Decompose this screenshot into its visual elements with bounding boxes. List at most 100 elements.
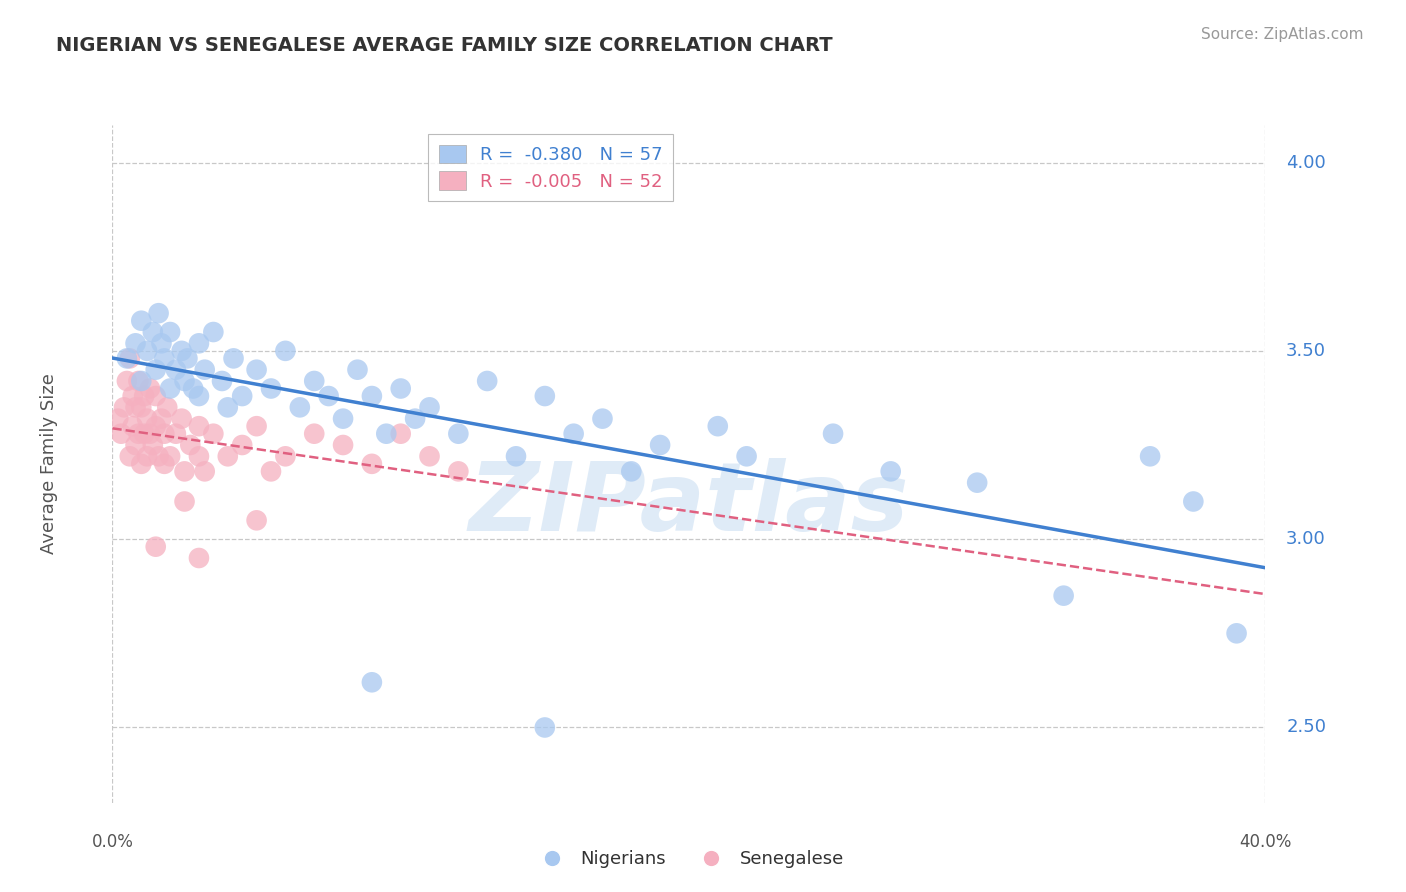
Point	[194, 464, 217, 478]
Point	[592, 411, 614, 425]
Point	[1182, 494, 1205, 508]
Text: 0.0%: 0.0%	[91, 833, 134, 851]
Point	[129, 401, 153, 415]
Point	[124, 336, 146, 351]
Point	[304, 374, 326, 388]
Point	[145, 540, 167, 554]
Point	[188, 450, 211, 464]
Point	[142, 438, 165, 452]
Point	[188, 336, 211, 351]
Text: Source: ZipAtlas.com: Source: ZipAtlas.com	[1201, 27, 1364, 42]
Point	[115, 374, 138, 388]
Text: 4.00: 4.00	[1286, 153, 1326, 171]
Point	[533, 389, 555, 403]
Point	[148, 306, 170, 320]
Point	[179, 438, 201, 452]
Point	[153, 457, 176, 471]
Point	[562, 426, 585, 441]
Point	[136, 411, 159, 425]
Point	[447, 464, 470, 478]
Point	[318, 389, 340, 403]
Point	[173, 464, 195, 478]
Point	[245, 419, 267, 434]
Point	[142, 325, 165, 339]
Point	[139, 426, 162, 441]
Point	[145, 362, 167, 376]
Point	[156, 401, 179, 415]
Point	[706, 419, 728, 434]
Point	[274, 450, 297, 464]
Point	[188, 389, 211, 403]
Point	[134, 389, 156, 403]
Text: 3.00: 3.00	[1286, 530, 1326, 549]
Point	[821, 426, 844, 441]
Point	[1052, 589, 1074, 603]
Point	[260, 382, 283, 396]
Point	[375, 426, 398, 441]
Point	[222, 351, 245, 366]
Text: 3.50: 3.50	[1286, 342, 1326, 359]
Point	[404, 411, 426, 425]
Point	[127, 426, 149, 441]
Legend: Nigerians, Senegalese: Nigerians, Senegalese	[526, 843, 852, 875]
Point	[389, 382, 412, 396]
Point	[136, 343, 159, 358]
Point	[145, 389, 167, 403]
Point	[211, 374, 233, 388]
Point	[505, 450, 527, 464]
Point	[145, 419, 167, 434]
Point	[419, 401, 441, 415]
Point	[735, 450, 758, 464]
Point	[176, 351, 198, 366]
Point	[115, 351, 138, 366]
Point	[360, 389, 382, 403]
Point	[217, 450, 239, 464]
Point	[150, 336, 173, 351]
Point	[129, 314, 153, 328]
Point	[245, 362, 267, 376]
Text: 40.0%: 40.0%	[1239, 833, 1292, 851]
Text: 2.50: 2.50	[1286, 718, 1326, 737]
Point	[134, 426, 156, 441]
Point	[533, 721, 555, 735]
Point	[202, 325, 225, 339]
Point	[153, 351, 176, 366]
Point	[475, 374, 498, 388]
Point	[110, 426, 132, 441]
Point	[231, 389, 253, 403]
Text: Average Family Size: Average Family Size	[39, 374, 58, 554]
Point	[360, 675, 382, 690]
Point	[129, 457, 153, 471]
Point	[159, 382, 181, 396]
Point	[139, 382, 162, 396]
Text: ZIPatlas: ZIPatlas	[468, 458, 910, 551]
Point	[880, 464, 903, 478]
Point	[165, 426, 187, 441]
Point	[127, 374, 149, 388]
Point	[231, 438, 253, 452]
Point	[124, 438, 146, 452]
Point	[620, 464, 643, 478]
Point	[346, 362, 368, 376]
Point	[150, 411, 173, 425]
Point	[245, 513, 267, 527]
Point	[966, 475, 988, 490]
Point	[648, 438, 672, 452]
Point	[304, 426, 326, 441]
Point	[124, 401, 146, 415]
Point	[332, 438, 354, 452]
Point	[194, 362, 217, 376]
Text: NIGERIAN VS SENEGALESE AVERAGE FAMILY SIZE CORRELATION CHART: NIGERIAN VS SENEGALESE AVERAGE FAMILY SI…	[56, 36, 832, 54]
Point	[107, 411, 129, 425]
Point	[173, 374, 195, 388]
Point	[121, 389, 143, 403]
Point	[118, 351, 141, 366]
Point	[181, 382, 204, 396]
Point	[129, 374, 153, 388]
Point	[153, 426, 176, 441]
Point	[118, 450, 141, 464]
Point	[389, 426, 412, 441]
Point	[165, 362, 187, 376]
Point	[447, 426, 470, 441]
Point	[1139, 450, 1161, 464]
